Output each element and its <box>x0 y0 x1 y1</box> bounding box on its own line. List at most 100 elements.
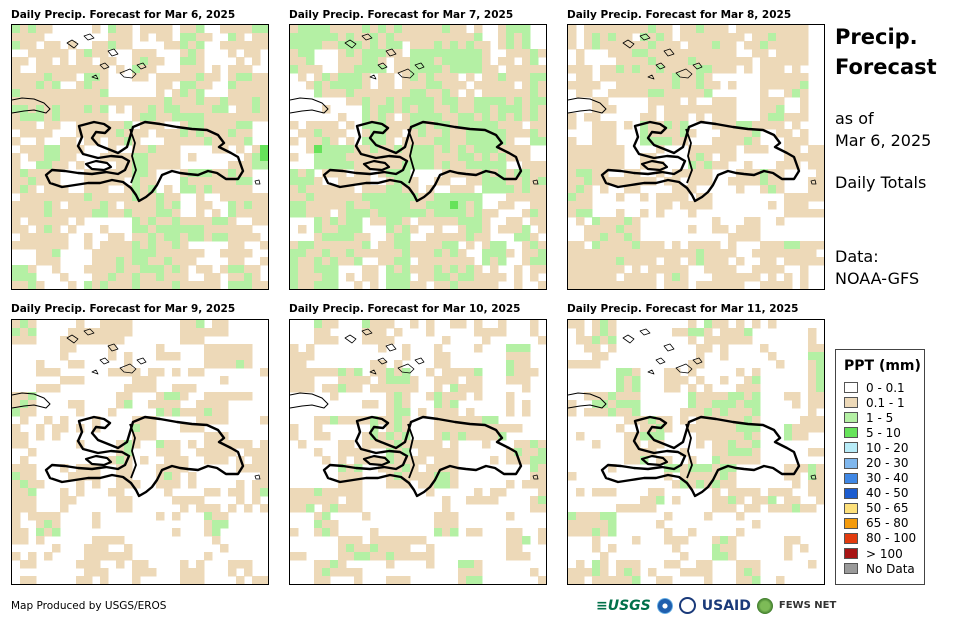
forecast-map-mar-10 <box>289 319 547 585</box>
precip-map-svg <box>12 25 268 289</box>
islet-outline <box>99 62 110 70</box>
islet-outline <box>692 62 703 70</box>
legend-label: 5 - 10 <box>866 425 901 440</box>
precip-map-svg <box>568 25 824 289</box>
islet-outline <box>647 74 655 80</box>
legend-item: 1 - 5 <box>844 410 924 425</box>
precip-grid <box>568 320 824 584</box>
info-block: Precip. Forecast as of Mar 6, 2025 Daily… <box>835 22 965 290</box>
islet-outline <box>66 39 79 49</box>
islet-outline <box>622 39 635 49</box>
islet-outline <box>675 68 693 79</box>
legend-item: 40 - 50 <box>844 486 924 501</box>
hispaniola-outline <box>44 415 245 498</box>
gonave-island-outline <box>84 159 113 172</box>
islet-outline <box>622 334 635 344</box>
legend-item: 65 - 80 <box>844 516 924 531</box>
islet-outline <box>663 48 675 57</box>
cuba-coastline <box>290 392 329 409</box>
legend-item: 30 - 40 <box>844 471 924 486</box>
border-line <box>685 128 693 184</box>
islet-outline <box>647 369 655 375</box>
legend-label: 65 - 80 <box>866 516 909 531</box>
legend-swatch <box>844 412 858 424</box>
islet-outline <box>639 33 651 41</box>
islet-outline <box>385 48 397 57</box>
islet-outline <box>344 334 357 344</box>
precip-map-svg <box>290 25 546 289</box>
gonave-island-outline <box>640 454 669 467</box>
islet-outline <box>344 39 357 49</box>
panel-title-6: Daily Precip. Forecast for Mar 11, 2025 <box>567 303 799 315</box>
border-line <box>407 128 415 184</box>
islet-outline <box>361 328 373 336</box>
legend-swatch <box>844 472 858 484</box>
legend-item: 0 - 0.1 <box>844 380 924 395</box>
legend-item: No Data <box>844 561 924 576</box>
hispaniola-outline <box>600 415 801 498</box>
legend-label: 30 - 40 <box>866 471 909 486</box>
legend-swatch <box>844 397 858 409</box>
islet-outline <box>397 68 415 79</box>
islet-outline <box>810 474 817 480</box>
legend-item: 20 - 30 <box>844 455 924 470</box>
islet-outline <box>810 179 817 185</box>
islet-outline <box>692 357 703 365</box>
islet-outline <box>414 62 425 70</box>
asof-label: as of <box>835 109 874 128</box>
islet-outline <box>377 357 388 365</box>
legend-swatch <box>844 532 858 544</box>
border-line <box>129 128 137 184</box>
islet-outline <box>385 343 397 352</box>
islet-outline <box>639 328 651 336</box>
data-source: NOAA-GFS <box>835 269 920 288</box>
legend-swatch <box>844 548 858 560</box>
precip-map-svg <box>12 320 268 584</box>
islet-outline <box>377 62 388 70</box>
product-title-line1: Precip. <box>835 25 918 49</box>
islet-outline <box>369 369 377 375</box>
hispaniola-outline <box>44 120 245 203</box>
usgs-logo: ≡USGS <box>596 597 651 614</box>
legend-label: 0.1 - 1 <box>866 395 905 410</box>
legend-swatch <box>844 563 858 575</box>
cuba-coastline <box>12 392 51 409</box>
legend-item: 0.1 - 1 <box>844 395 924 410</box>
islet-outline <box>91 369 99 375</box>
panel-title-5: Daily Precip. Forecast for Mar 10, 2025 <box>289 303 521 315</box>
legend-title: PPT (mm) <box>844 358 921 374</box>
islet-outline <box>119 363 137 374</box>
islet-outline <box>66 334 79 344</box>
agency-logos: ≡USGS USAID FEWS NET <box>596 597 836 614</box>
islet-outline <box>136 62 147 70</box>
islet-outline <box>83 33 95 41</box>
legend-label: No Data <box>866 561 915 576</box>
legend-label: 10 - 20 <box>866 440 909 455</box>
islet-outline <box>254 474 261 480</box>
islet-outline <box>675 363 693 374</box>
legend-swatch <box>844 487 858 499</box>
legend-swatch <box>844 502 858 514</box>
hispaniola-outline <box>600 120 801 203</box>
legend-label: > 100 <box>866 546 903 561</box>
islet-outline <box>532 474 539 480</box>
forecast-map-mar-11 <box>567 319 825 585</box>
islet-outline <box>136 357 147 365</box>
data-label: Data: <box>835 247 879 266</box>
legend-swatch <box>844 427 858 439</box>
islet-outline <box>655 357 666 365</box>
fews-globe-logo <box>756 597 773 614</box>
cuba-coastline <box>290 97 329 114</box>
cuba-coastline <box>568 392 607 409</box>
legend-item: 80 - 100 <box>844 531 924 546</box>
hispaniola-outline <box>322 120 523 203</box>
fews-logo: FEWS NET <box>778 600 837 611</box>
forecast-map-mar-6 <box>11 24 269 290</box>
gonave-island-outline <box>84 454 113 467</box>
legend-swatch <box>844 517 858 529</box>
legend-swatch <box>844 442 858 454</box>
islet-outline <box>91 74 99 80</box>
border-line <box>129 423 137 479</box>
panel-title-2: Daily Precip. Forecast for Mar 7, 2025 <box>289 9 514 21</box>
